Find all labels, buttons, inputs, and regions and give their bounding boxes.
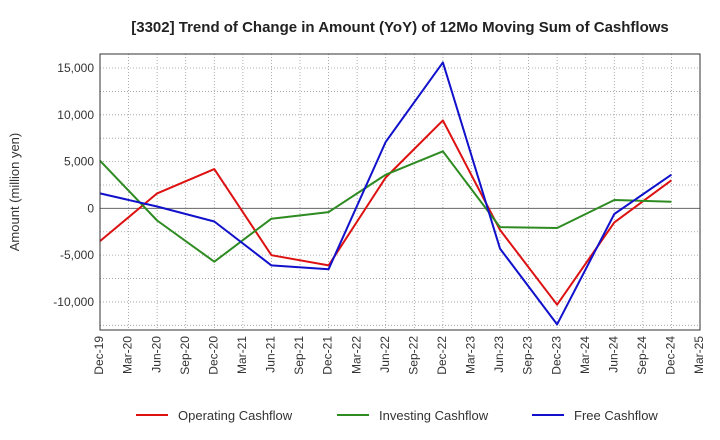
x-tick-label: Mar-20 bbox=[121, 336, 135, 374]
x-tick-label: Sep-24 bbox=[635, 336, 649, 375]
x-tick-label: Mar-23 bbox=[464, 336, 478, 374]
x-tick-label: Sep-21 bbox=[292, 336, 306, 375]
x-tick-label: Dec-23 bbox=[549, 336, 563, 375]
free-cashflow-line bbox=[99, 61, 672, 326]
plot-frame bbox=[99, 53, 701, 331]
y-tick-label: 5,000 bbox=[64, 155, 94, 169]
x-tick-label: Jun-23 bbox=[492, 336, 506, 373]
x-tick-label: Mar-25 bbox=[692, 336, 706, 374]
series-lines bbox=[99, 61, 672, 326]
x-tick-label: Dec-19 bbox=[92, 336, 106, 375]
y-tick-labels: 15,000 10,000 5,000 0 -5,000 -10,000 bbox=[53, 61, 94, 309]
legend: Operating Cashflow Investing Cashflow Free… bbox=[136, 408, 658, 423]
y-tick-label: 10,000 bbox=[57, 108, 94, 122]
y-tick-label: -10,000 bbox=[53, 295, 94, 309]
grid-lines bbox=[100, 54, 700, 330]
chart-title: [3302] Trend of Change in Amount (YoY) o… bbox=[131, 19, 669, 36]
y-axis-label: Amount (million yen) bbox=[7, 133, 22, 252]
legend-label-free-cashflow: Free Cashflow bbox=[574, 408, 658, 423]
x-tick-label: Sep-23 bbox=[521, 336, 535, 375]
x-tick-label: Jun-21 bbox=[264, 336, 278, 373]
y-tick-label: 15,000 bbox=[57, 61, 94, 75]
legend-label-operating-cashflow: Operating Cashflow bbox=[178, 408, 293, 423]
x-tick-label: Jun-24 bbox=[606, 336, 620, 373]
x-tick-label: Dec-22 bbox=[435, 336, 449, 375]
y-tick-label: -5,000 bbox=[60, 248, 94, 262]
investing-cashflow-line bbox=[99, 150, 672, 263]
legend-label-investing-cashflow: Investing Cashflow bbox=[379, 408, 489, 423]
operating-cashflow-line bbox=[99, 119, 672, 306]
x-tick-label: Dec-20 bbox=[206, 336, 220, 375]
x-tick-label: Mar-22 bbox=[349, 336, 363, 374]
x-tick-label: Jun-22 bbox=[378, 336, 392, 373]
x-tick-labels: Dec-19 Mar-20 Jun-20 Sep-20 Dec-20 Mar-21 Jun-… bbox=[92, 336, 706, 375]
x-tick-label: Dec-24 bbox=[664, 336, 678, 375]
x-tick-label: Mar-21 bbox=[235, 336, 249, 374]
x-tick-label: Sep-22 bbox=[406, 336, 420, 375]
x-tick-label: Sep-20 bbox=[178, 336, 192, 375]
x-tick-label: Mar-24 bbox=[578, 336, 592, 374]
x-tick-label: Jun-20 bbox=[149, 336, 163, 373]
y-tick-label: 0 bbox=[87, 201, 94, 215]
x-tick-label: Dec-21 bbox=[321, 336, 335, 375]
